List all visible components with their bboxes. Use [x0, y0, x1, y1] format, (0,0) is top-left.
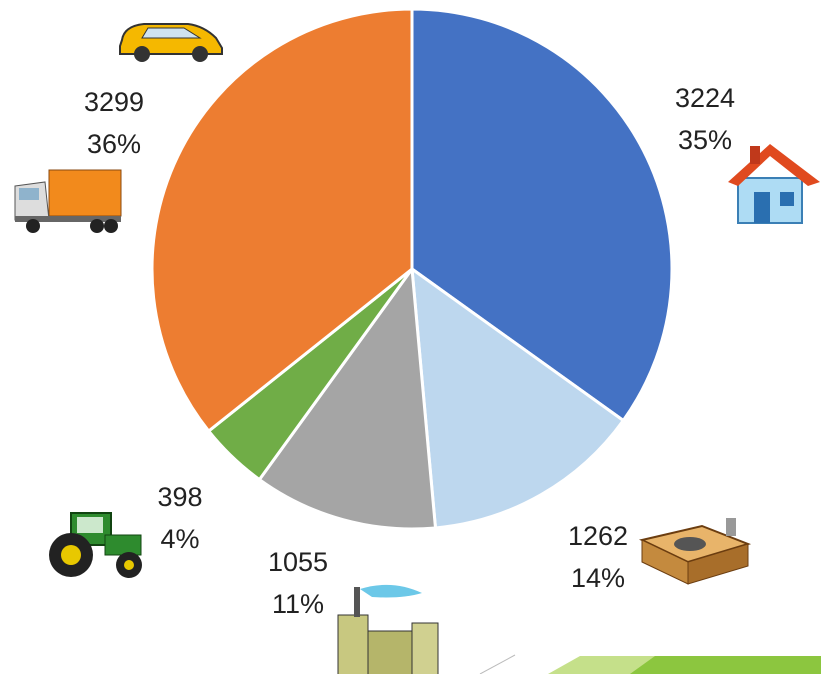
chart: 3224 35% 1262 14% 1055 11% 398 4% 3299 36%	[0, 0, 821, 674]
desk-icon	[642, 518, 748, 584]
value-label: 1262	[568, 521, 628, 551]
car-icon	[120, 24, 222, 62]
percent-label: 36%	[87, 129, 141, 159]
value-label: 3224	[675, 83, 735, 113]
percent-label: 14%	[571, 563, 625, 593]
truck-icon	[15, 170, 121, 233]
tractor-icon	[49, 513, 142, 578]
percent-label: 4%	[160, 524, 199, 554]
house-icon	[728, 144, 820, 223]
value-label: 1055	[268, 547, 328, 577]
factory-icon	[338, 585, 438, 674]
value-label: 3299	[84, 87, 144, 117]
percent-label: 35%	[678, 125, 732, 155]
decoration	[480, 655, 821, 674]
value-label: 398	[157, 482, 202, 512]
percent-label: 11%	[272, 589, 324, 619]
